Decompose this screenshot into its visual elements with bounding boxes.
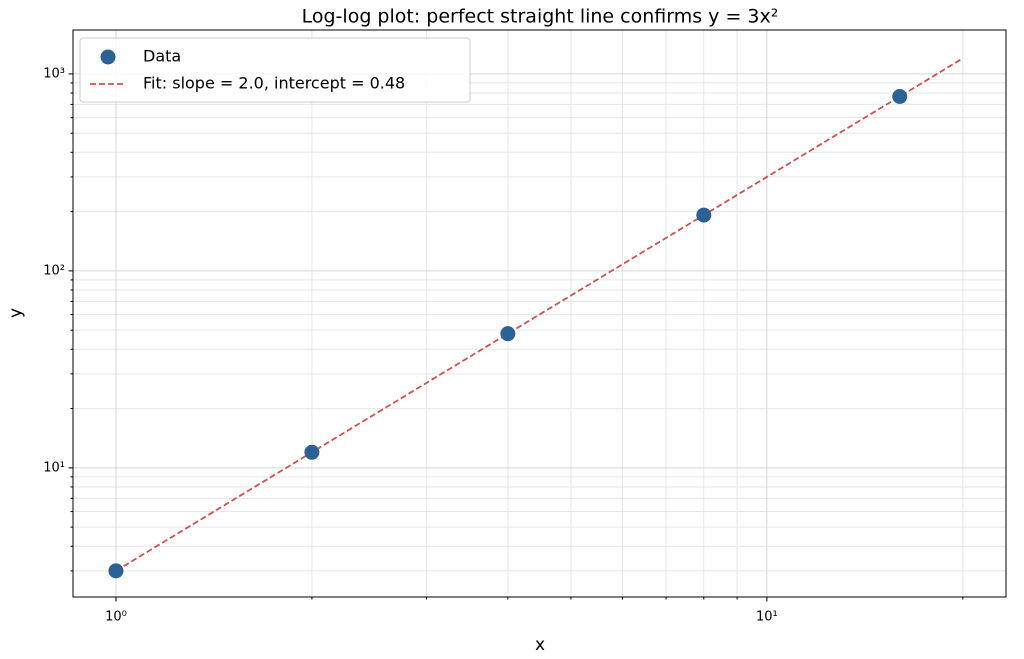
x-axis-label: x bbox=[535, 635, 545, 655]
fit-line bbox=[115, 57, 964, 572]
data-point bbox=[892, 89, 908, 105]
legend-box bbox=[79, 37, 471, 103]
legend-label: Fit: slope = 2.0, intercept = 0.48 bbox=[143, 74, 405, 93]
y-axis-label: y bbox=[6, 308, 26, 318]
data-point bbox=[500, 326, 516, 342]
legend-label: Data bbox=[143, 47, 181, 66]
data-point bbox=[304, 444, 320, 460]
data-point bbox=[696, 207, 712, 223]
chart-title: Log-log plot: perfect straight line conf… bbox=[302, 6, 779, 28]
data-point bbox=[108, 563, 124, 579]
legend: Data Fit: slope = 2.0, intercept = 0.48 bbox=[79, 37, 471, 103]
x-tick-label: 10⁰ bbox=[105, 610, 127, 625]
legend-swatch bbox=[100, 49, 116, 65]
y-tick-label: 10³ bbox=[43, 66, 65, 81]
y-tick-label: 10² bbox=[43, 263, 65, 278]
y-tick-label: 10¹ bbox=[43, 460, 65, 475]
plot-frame bbox=[72, 29, 1007, 598]
x-tick-label: 10¹ bbox=[756, 610, 778, 625]
